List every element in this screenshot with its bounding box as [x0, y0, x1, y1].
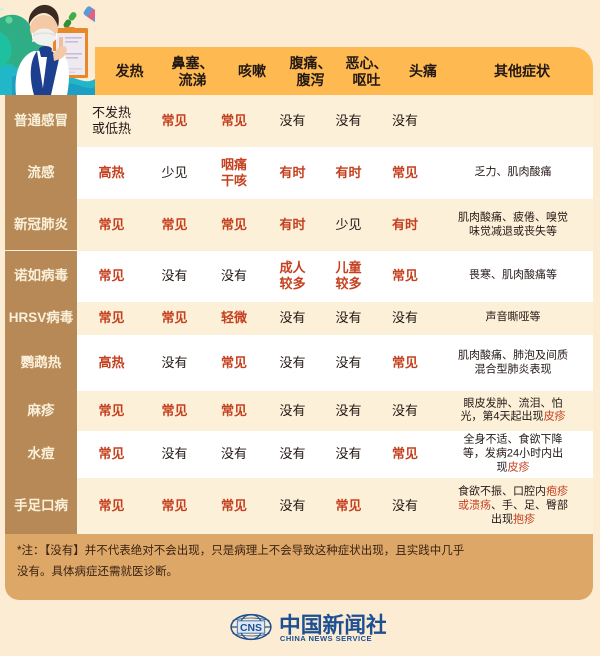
svg-text:CNS: CNS	[240, 623, 262, 634]
svg-text:CHINA NEWS SERVICE: CHINA NEWS SERVICE	[280, 634, 372, 643]
